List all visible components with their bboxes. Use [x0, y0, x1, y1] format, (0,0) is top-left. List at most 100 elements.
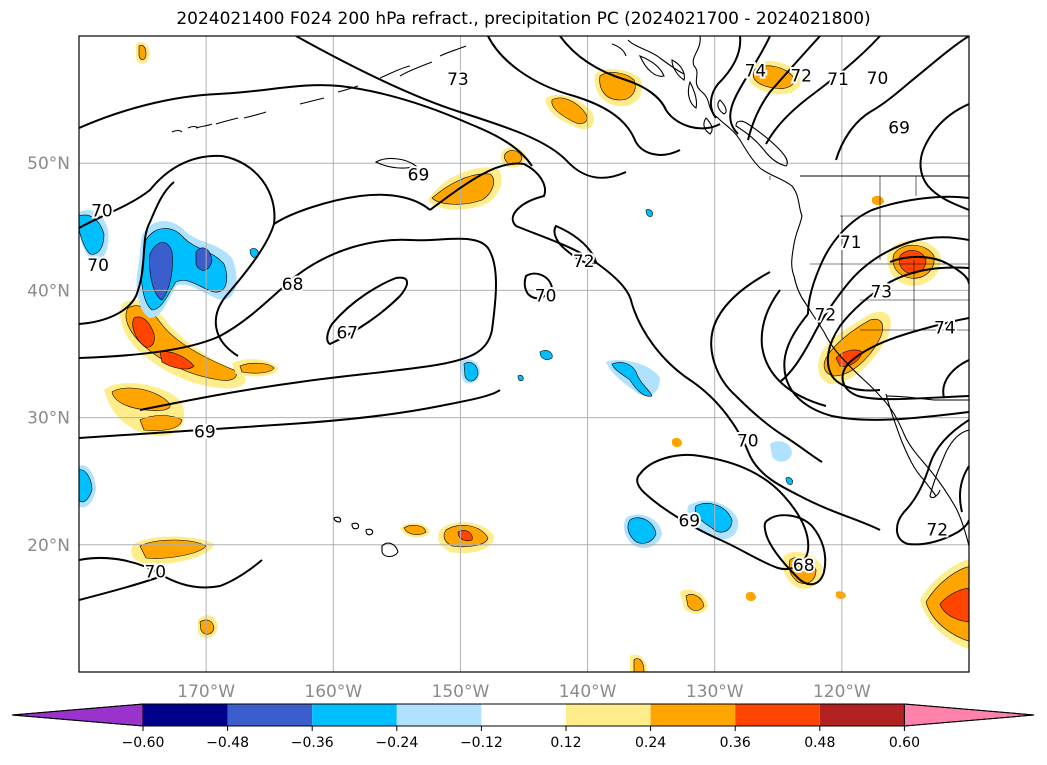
lat-tick-label: 20°N [27, 536, 70, 556]
map-frame [78, 35, 970, 673]
colorbar-segment [735, 704, 820, 726]
contour-label: 71 [840, 233, 862, 253]
colorbar-tick-label: −0.60 [122, 735, 165, 751]
contour-line [79, 84, 533, 167]
lon-tick-label: 140°W [559, 682, 617, 702]
contour-label: 69 [888, 119, 910, 139]
contour-line [826, 266, 969, 392]
coastline-hawaii [333, 516, 399, 558]
contour-line [79, 557, 263, 589]
contour-label: 70 [91, 201, 113, 221]
contour-line [631, 303, 881, 531]
contour-line [636, 454, 810, 570]
precip-area [551, 97, 588, 124]
precip-area [611, 362, 653, 397]
lon-tick-label: 160°W [304, 682, 362, 702]
colorbar-segment [819, 704, 905, 726]
contour-labels: 73 74 72 71 70 69 69 70 70 72 70 68 67 71 73 72 74 69 70 69… [85, 59, 957, 584]
contour-line [487, 36, 681, 156]
colorbar-tick-label: −0.36 [291, 735, 334, 751]
border-state [769, 176, 969, 340]
colorbar-segment [312, 704, 397, 726]
precip-area [138, 44, 147, 60]
contour-line [79, 154, 276, 229]
latitude-labels: 20°N 30°N 40°N 50°N [27, 154, 70, 556]
precip-area [149, 242, 173, 301]
contour-label: 68 [282, 275, 304, 295]
longitude-labels: 170°W 160°W 150°W 140°W 130°W 120°W [177, 682, 871, 702]
contour-line [559, 36, 721, 130]
lat-tick-label: 50°N [27, 154, 70, 174]
precip-area [872, 195, 884, 205]
precip-area [685, 594, 705, 611]
coastline-gulf-california [929, 429, 969, 499]
contour-label: 74 [745, 61, 767, 81]
colorbar-tick-label: 0.36 [720, 735, 751, 751]
precip-shading [79, 42, 969, 672]
coastline-vancouver-island [735, 120, 788, 167]
map-panel: 73 74 72 71 70 69 69 70 70 72 70 68 67 71 73 72 74 69 70 69… [78, 35, 970, 673]
colorbar-segment [481, 704, 566, 726]
coastline-alaska-panhandle [611, 39, 685, 75]
contour-line [710, 36, 742, 119]
precip-area [195, 247, 213, 271]
lat-tick-label: 30°N [27, 409, 70, 429]
precip-area [770, 441, 792, 462]
precip-area [239, 362, 275, 374]
precip-area [785, 477, 793, 485]
colorbar-tick-label: 0.12 [550, 735, 581, 751]
lon-tick-label: 170°W [177, 682, 235, 702]
contour-line [79, 181, 175, 325]
contour-line [710, 271, 823, 463]
contour-label: 69 [678, 512, 700, 532]
precip-area [132, 316, 155, 348]
lat-tick-label: 40°N [27, 281, 70, 301]
precip-area [645, 209, 653, 217]
contour-label: 72 [573, 252, 595, 272]
colorbar-tick-label: −0.48 [206, 735, 249, 751]
contour-label: 70 [87, 256, 109, 276]
contour-line [779, 236, 969, 383]
precip-area [403, 525, 427, 535]
contour-line [79, 389, 501, 439]
contour-label: 70 [535, 286, 557, 306]
precip-area [539, 350, 553, 360]
border-us-mexico [885, 395, 969, 401]
coastline-alaska [195, 45, 467, 129]
contour-line [763, 514, 827, 586]
contour-line [959, 465, 969, 513]
precip-area [79, 469, 93, 503]
coastline-island [374, 157, 418, 169]
coastline-baja [885, 393, 937, 497]
contour-line [747, 36, 821, 141]
colorbar-segment [650, 704, 736, 726]
contour-label: 69 [408, 166, 430, 186]
coastline-bc-islands [638, 54, 727, 135]
precip-area [517, 374, 524, 382]
contour-line [429, 162, 633, 305]
precip-area [672, 437, 682, 447]
contour-line [214, 223, 275, 357]
colorbar-segment [396, 704, 482, 726]
coastline-queen-charlotte [687, 80, 698, 109]
precip-area [627, 517, 657, 544]
colorbar-tick-label: 0.48 [804, 735, 835, 751]
contour-label: 70 [867, 69, 889, 89]
colorbar-tick-label: 0.24 [635, 735, 666, 751]
contour-line [523, 272, 554, 300]
colorbar-tick-label: −0.24 [375, 735, 418, 751]
precip-area [633, 658, 645, 672]
contour-line [783, 313, 969, 421]
contour-line [326, 276, 408, 346]
contour-label: 70 [737, 431, 759, 451]
precip-area [752, 65, 795, 89]
contour-line [79, 575, 163, 601]
contour-line [835, 36, 969, 161]
contour-line [889, 256, 969, 285]
contour-line [729, 36, 771, 135]
contour-line [841, 317, 969, 401]
contour-label: 72 [926, 521, 948, 541]
precip-area [457, 530, 473, 542]
contour-line [942, 359, 969, 399]
